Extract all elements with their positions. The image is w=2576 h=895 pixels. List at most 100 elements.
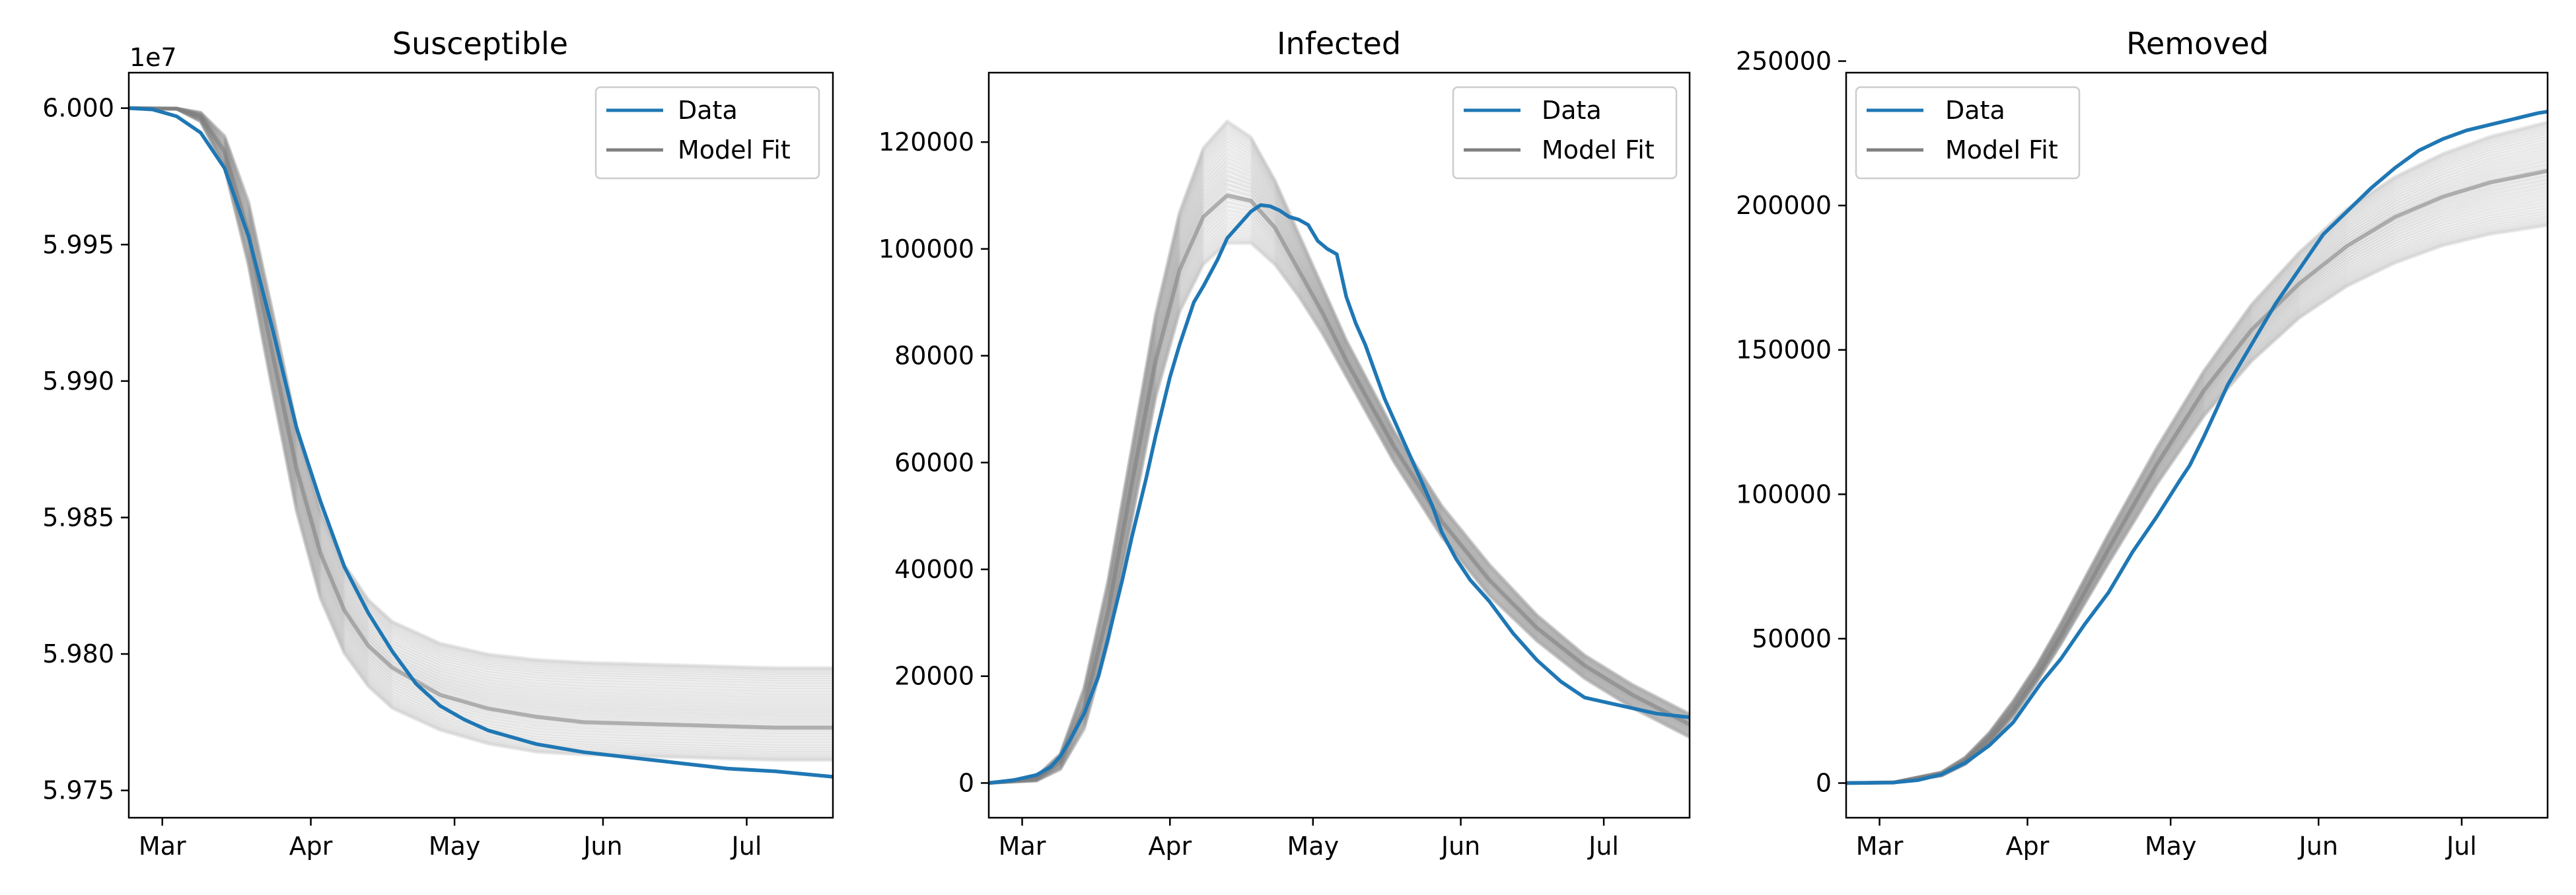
- susceptible-panel: Susceptible 1e7 Mar Apr May Jun Jul 5.975 5.98…: [42, 26, 834, 861]
- infected-x-tick-label: May: [1287, 832, 1340, 861]
- removed-curves: [1846, 110, 2548, 785]
- susceptible-legend-data-label: Data: [678, 96, 738, 125]
- susceptible-model-fit-curve: [129, 106, 833, 762]
- susceptible-model-fit-curve: [129, 106, 833, 762]
- susceptible-model-fit-curve: [129, 106, 833, 670]
- infected-model-fit-curve: [989, 127, 1690, 785]
- removed-model-fit-curve: [1846, 121, 2548, 785]
- infected-model-fit-curve: [989, 204, 1690, 785]
- removed-y-tick-label: 0: [1816, 769, 1832, 798]
- susceptible-y-tick-label: 6.000: [42, 94, 114, 123]
- removed-model-fit-curve: [1846, 125, 2548, 785]
- removed-model-fit-curve: [1846, 131, 2548, 785]
- susceptible-model-fit-curve: [129, 106, 833, 734]
- susceptible-curves: [129, 106, 833, 779]
- susceptible-y-tick-label: 5.980: [42, 639, 114, 668]
- removed-model-fit-curve: [1846, 126, 2548, 785]
- removed-plot-area: Mar Apr May Jun Jul 0 50000 100000 150000 200000 2…: [1736, 47, 2549, 861]
- infected-model-fit-curve: [989, 120, 1690, 785]
- infected-model-fit-curve: [989, 148, 1690, 785]
- infected-curves: [989, 119, 1690, 785]
- removed-model-fit-curve: [1846, 135, 2548, 785]
- removed-x-tick-label: Mar: [1856, 832, 1904, 861]
- removed-x-tick-label: May: [2145, 832, 2197, 861]
- infected-axes-frame: [987, 71, 1691, 819]
- removed-model-fit-curve: [1846, 141, 2548, 785]
- infected-model-fit-curve: [989, 141, 1690, 785]
- susceptible-axes-frame: [127, 71, 834, 819]
- removed-model-fit-curve: [1846, 133, 2548, 785]
- infected-model-fit-curve: [989, 208, 1690, 785]
- infected-model-fit-curve: [989, 152, 1690, 785]
- infected-model-fit-curve: [989, 119, 1690, 785]
- infected-model-fit-curve: [989, 120, 1690, 785]
- removed-model-fit-curve: [1846, 139, 2548, 785]
- infected-plot-area: Mar Apr May Jun Jul 0 20000 40000 60000 80000 1000…: [878, 71, 1691, 861]
- infected-model-fit-curve: [989, 156, 1690, 785]
- susceptible-y-tick-label: 5.985: [42, 503, 114, 532]
- removed-legend-model-fit-label: Model Fit: [1945, 135, 2058, 164]
- infected-y-tick-label: 80000: [894, 341, 974, 371]
- infected-legend-model-fit-label: Model Fit: [1542, 135, 1655, 164]
- removed-x-tick-label: Jul: [2445, 832, 2477, 861]
- infected-y-tick-label: 20000: [894, 662, 974, 691]
- infected-model-fit-curve: [989, 135, 1690, 785]
- removed-model-fit-curve: [1846, 145, 2548, 785]
- removed-y-tick-label: 250000: [1736, 47, 1832, 76]
- susceptible-model-fit-curve: [129, 106, 833, 753]
- susceptible-model-fit-curve: [129, 106, 833, 674]
- removed-legend: Data Model Fit: [1855, 86, 2081, 180]
- removed-axes-frame: [1845, 71, 2549, 819]
- infected-x-tick-label: Jul: [1587, 832, 1619, 861]
- susceptible-model-fit-curve: [129, 106, 833, 743]
- infected-x-tick-label: Apr: [1148, 832, 1192, 861]
- infected-data-curve: [989, 203, 1690, 785]
- removed-legend-data-label: Data: [1945, 96, 2005, 125]
- susceptible-model-fit-curve: [129, 106, 833, 670]
- susceptible-model-fit-curve: [129, 106, 833, 701]
- infected-model-fit-curve: [989, 137, 1690, 785]
- susceptible-model-fit-curve: [129, 106, 833, 692]
- removed-data-curve: [1846, 110, 2548, 785]
- infected-model-fit-curve: [989, 119, 1690, 785]
- infected-legend: Data Model Fit: [1452, 86, 1678, 180]
- susceptible-data-curve: [129, 106, 833, 779]
- removed-model-fit-curve: [1846, 120, 2548, 785]
- removed-model-fit-curve: [1846, 128, 2548, 785]
- removed-model-fit-curve: [1846, 120, 2548, 785]
- infected-y-tick-label: 40000: [894, 555, 974, 584]
- infected-x-tick-label: Mar: [999, 832, 1046, 861]
- infected-model-fit-curve: [989, 122, 1690, 785]
- infected-panel: Infected Mar Apr May Jun Jul 0 20000 40000 60000…: [878, 26, 1691, 861]
- susceptible-x-tick-label: Apr: [289, 832, 333, 861]
- susceptible-model-fit-curve: [129, 106, 833, 750]
- susceptible-model-fit-curve: [129, 106, 833, 695]
- susceptible-model-fit-curve: [129, 106, 833, 698]
- susceptible-model-fit-curve: [129, 106, 833, 676]
- infected-title: Infected: [1277, 26, 1401, 61]
- susceptible-model-fit-curve: [129, 106, 833, 672]
- susceptible-x-tick-label: May: [429, 832, 481, 861]
- susceptible-model-fit-curve: [129, 106, 833, 679]
- susceptible-y-tick-label: 5.990: [42, 367, 114, 396]
- infected-model-fit-median-curve: [989, 194, 1690, 785]
- susceptible-title: Susceptible: [392, 26, 568, 61]
- susceptible-y-tick-label: 5.995: [42, 230, 114, 259]
- infected-model-fit-curve: [989, 131, 1690, 785]
- susceptible-model-fit-curve: [129, 106, 833, 684]
- susceptible-legend: Data Model Fit: [594, 86, 820, 180]
- infected-model-fit-curve: [989, 125, 1690, 785]
- susceptible-model-fit-curve: [129, 106, 833, 689]
- removed-y-tick-label: 150000: [1736, 336, 1832, 365]
- removed-x-tick-label: Jun: [2298, 832, 2338, 861]
- removed-panel: Removed Mar Apr May Jun Jul 0 50000 100000 15000…: [1736, 26, 2549, 861]
- infected-model-fit-curve: [989, 129, 1690, 785]
- susceptible-model-fit-curve: [129, 106, 833, 672]
- susceptible-model-fit-curve: [129, 106, 833, 686]
- infected-y-tick-label: 120000: [878, 127, 974, 157]
- removed-y-tick-label: 100000: [1736, 480, 1832, 509]
- removed-model-fit-curve: [1846, 120, 2548, 785]
- susceptible-model-fit-curve: [129, 106, 833, 760]
